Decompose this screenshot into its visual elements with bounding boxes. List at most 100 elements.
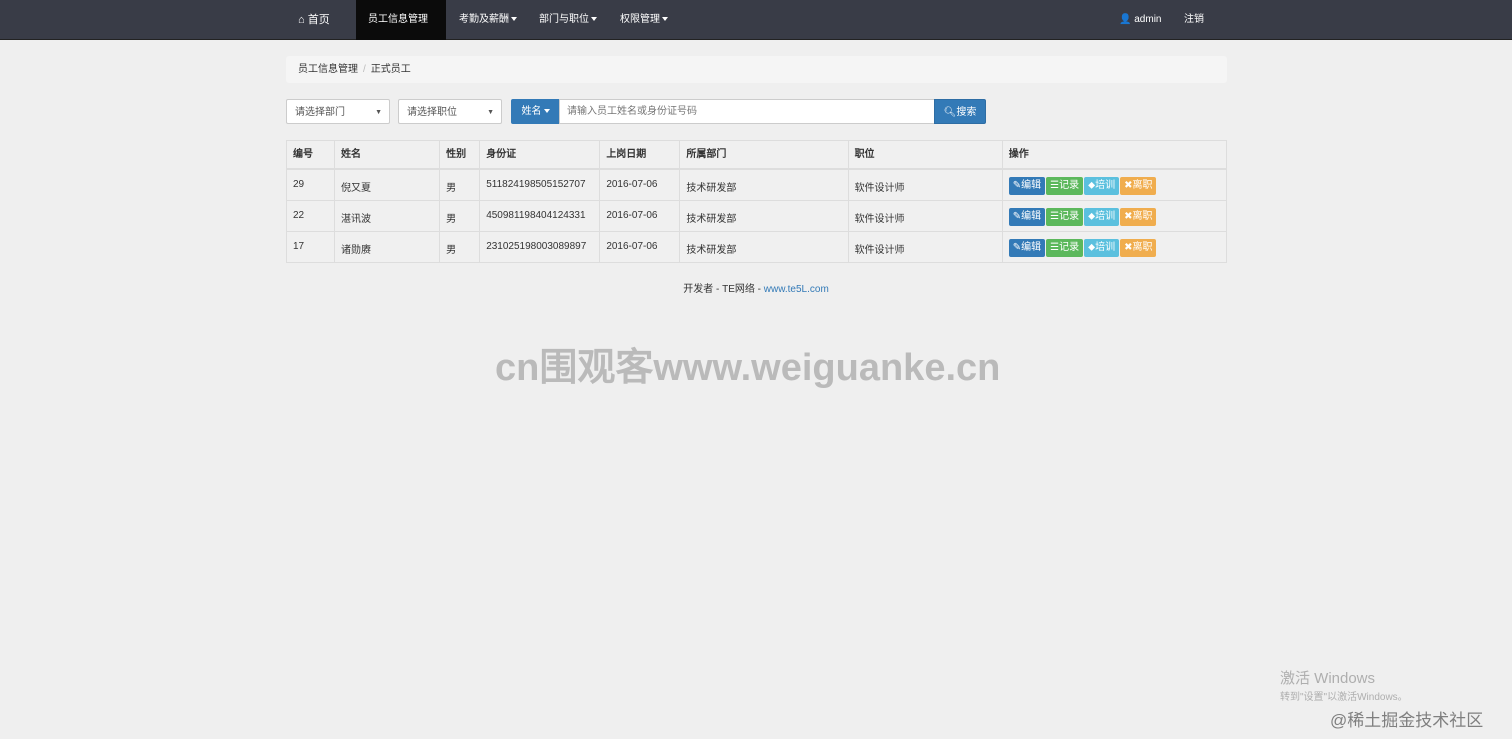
table-cell: 17: [285, 231, 335, 263]
list-icon: ☰: [1050, 210, 1060, 222]
action-label: 记录: [1059, 210, 1080, 222]
table-cell: 男: [439, 231, 480, 263]
search-input[interactable]: [559, 99, 935, 124]
action-label: 离职: [1132, 180, 1153, 191]
windows-activation-sub: 转到"设置"以激活Windows。: [1280, 692, 1408, 703]
action-button-record[interactable]: ☰记录: [1046, 177, 1084, 195]
top-navbar: ⌂ 首页 员工信息管理 考勤及薪酬 部门与职位 权限管理 👤 admin 注销: [0, 0, 1512, 62]
table-cell: 男: [439, 200, 480, 232]
nav-user[interactable]: 👤 admin: [1119, 14, 1162, 25]
employee-table: 编号 姓名 性别 身份证 上岗日期 所属部门 职位 操作 29 倪又夏男 511824198505…: [285, 140, 1227, 263]
windows-activation-title: 激活 Windows: [1280, 670, 1376, 687]
times-icon: ✖: [1124, 180, 1133, 191]
table-cell: 软件设计师: [847, 231, 1003, 263]
table-cell: 231025198003089897: [479, 231, 600, 263]
column-header: 姓名: [334, 140, 440, 170]
list-icon: ☰: [1050, 241, 1060, 253]
caret-down-icon: [543, 109, 550, 114]
column-header: 编号: [285, 140, 335, 170]
table-cell: 诸勋赓: [334, 231, 440, 263]
action-label: 记录: [1059, 180, 1080, 191]
action-button-resign[interactable]: ✖离职: [1120, 207, 1157, 226]
dropdown-arrow-icon: ▼: [487, 109, 494, 116]
action-button-edit[interactable]: ✎编辑: [1008, 238, 1046, 257]
home-icon: ⌂: [298, 14, 305, 26]
table-cell: 技术研发部: [679, 231, 849, 263]
action-label: 离职: [1132, 210, 1153, 222]
breadcrumb: 员工信息管理 / 正式员工: [286, 56, 1227, 83]
nav-employee-info[interactable]: 员工信息管理: [356, 0, 446, 62]
actions-cell: ✎编辑 ☰记录 ⬥培训 ✖离职: [1001, 200, 1227, 232]
user-icon: 👤: [1119, 14, 1132, 25]
caret-down-icon: [591, 17, 597, 22]
tag-icon: ⬥: [1088, 210, 1096, 222]
table-cell: 技术研发部: [679, 169, 849, 201]
action-button-edit[interactable]: ✎编辑: [1008, 207, 1046, 226]
action-button-training[interactable]: ⬥培训: [1084, 177, 1120, 195]
action-label: 编辑: [1021, 210, 1042, 222]
department-select[interactable]: 请选择部门 ▼: [286, 99, 390, 124]
action-label: 培训: [1095, 210, 1116, 222]
times-icon: ✖: [1124, 210, 1133, 222]
table-row: 17 诸勋赓男 231025198003089897 2016-07-06 技术研发部软…: [285, 231, 1227, 263]
nav-logout[interactable]: 注销: [1184, 14, 1204, 25]
juejin-watermark: @稀土掘金技术社区: [1330, 711, 1484, 730]
breadcrumb-current: 正式员工: [370, 64, 411, 75]
table-cell: 倪又夏: [334, 169, 440, 201]
caret-down-icon: [662, 17, 668, 22]
caret-down-icon: [511, 17, 517, 22]
action-label: 离职: [1132, 241, 1153, 253]
action-label: 编辑: [1021, 180, 1042, 191]
breadcrumb-parent[interactable]: 员工信息管理: [298, 64, 358, 75]
table-cell: 2016-07-06: [599, 231, 680, 263]
table-cell: 2016-07-06: [599, 200, 680, 232]
position-select[interactable]: 请选择职位 ▼: [398, 99, 502, 124]
table-cell: 男: [439, 169, 480, 201]
table-cell: 技术研发部: [679, 200, 849, 232]
pencil-icon: ✎: [1012, 241, 1022, 253]
nav-attendance-salary[interactable]: 考勤及薪酬: [447, 0, 529, 40]
table-row: 29 倪又夏男 511824198505152707 2016-07-06 技术研发部软…: [285, 169, 1227, 201]
actions-cell: ✎编辑 ☰记录 ⬥培训 ✖离职: [1001, 231, 1227, 263]
action-button-resign[interactable]: ✖离职: [1120, 238, 1157, 257]
column-header: 性别: [439, 140, 480, 170]
search-icon: 🔍︎: [943, 107, 957, 118]
table-cell: 2016-07-06: [599, 169, 680, 201]
search-type-dropdown[interactable]: 姓名: [511, 99, 560, 124]
tag-icon: ⬥: [1088, 241, 1096, 253]
table-cell: 软件设计师: [847, 200, 1003, 232]
nav-permissions[interactable]: 权限管理: [608, 0, 680, 40]
action-button-resign[interactable]: ✖离职: [1120, 177, 1157, 195]
action-button-training[interactable]: ⬥培训: [1084, 238, 1120, 257]
pencil-icon: ✎: [1012, 180, 1022, 191]
table-header-row: 编号 姓名 性别 身份证 上岗日期 所属部门 职位 操作: [285, 140, 1227, 170]
action-label: 记录: [1059, 241, 1080, 253]
table-cell: 22: [285, 200, 335, 232]
table-row: 22 湛讯波男 450981198404124331 2016-07-06 技术研发部软…: [285, 200, 1227, 232]
action-button-edit[interactable]: ✎编辑: [1008, 177, 1046, 195]
column-header: 操作: [1001, 140, 1227, 170]
table-cell: 湛讯波: [334, 200, 440, 232]
action-button-training[interactable]: ⬥培训: [1084, 207, 1120, 226]
column-header: 所属部门: [679, 140, 849, 170]
nav-home[interactable]: ⌂ 首页: [298, 14, 330, 26]
nav-department-position[interactable]: 部门与职位: [527, 0, 609, 40]
tag-icon: ⬥: [1088, 180, 1096, 191]
column-header: 身份证: [479, 140, 600, 170]
dropdown-arrow-icon: ▼: [375, 109, 382, 116]
table-cell: 软件设计师: [847, 169, 1003, 201]
column-header: 上岗日期: [599, 140, 680, 170]
watermark-center: cn围观客www.weiguanke.cn: [495, 347, 1001, 389]
pencil-icon: ✎: [1012, 210, 1022, 222]
table-cell: 450981198404124331: [479, 200, 600, 232]
actions-cell: ✎编辑 ☰记录 ⬥培训 ✖离职: [1001, 169, 1227, 201]
action-button-record[interactable]: ☰记录: [1046, 207, 1084, 226]
action-label: 编辑: [1021, 241, 1042, 253]
footer-link[interactable]: www.te5L.com: [763, 284, 829, 295]
search-button[interactable]: 🔍︎搜索: [934, 99, 986, 124]
action-button-record[interactable]: ☰记录: [1046, 238, 1084, 257]
times-icon: ✖: [1124, 241, 1133, 253]
footer: 开发者 - TE网络 - www.te5L.com: [683, 284, 829, 295]
table-cell: 511824198505152707: [479, 169, 600, 201]
action-label: 培训: [1095, 180, 1116, 191]
